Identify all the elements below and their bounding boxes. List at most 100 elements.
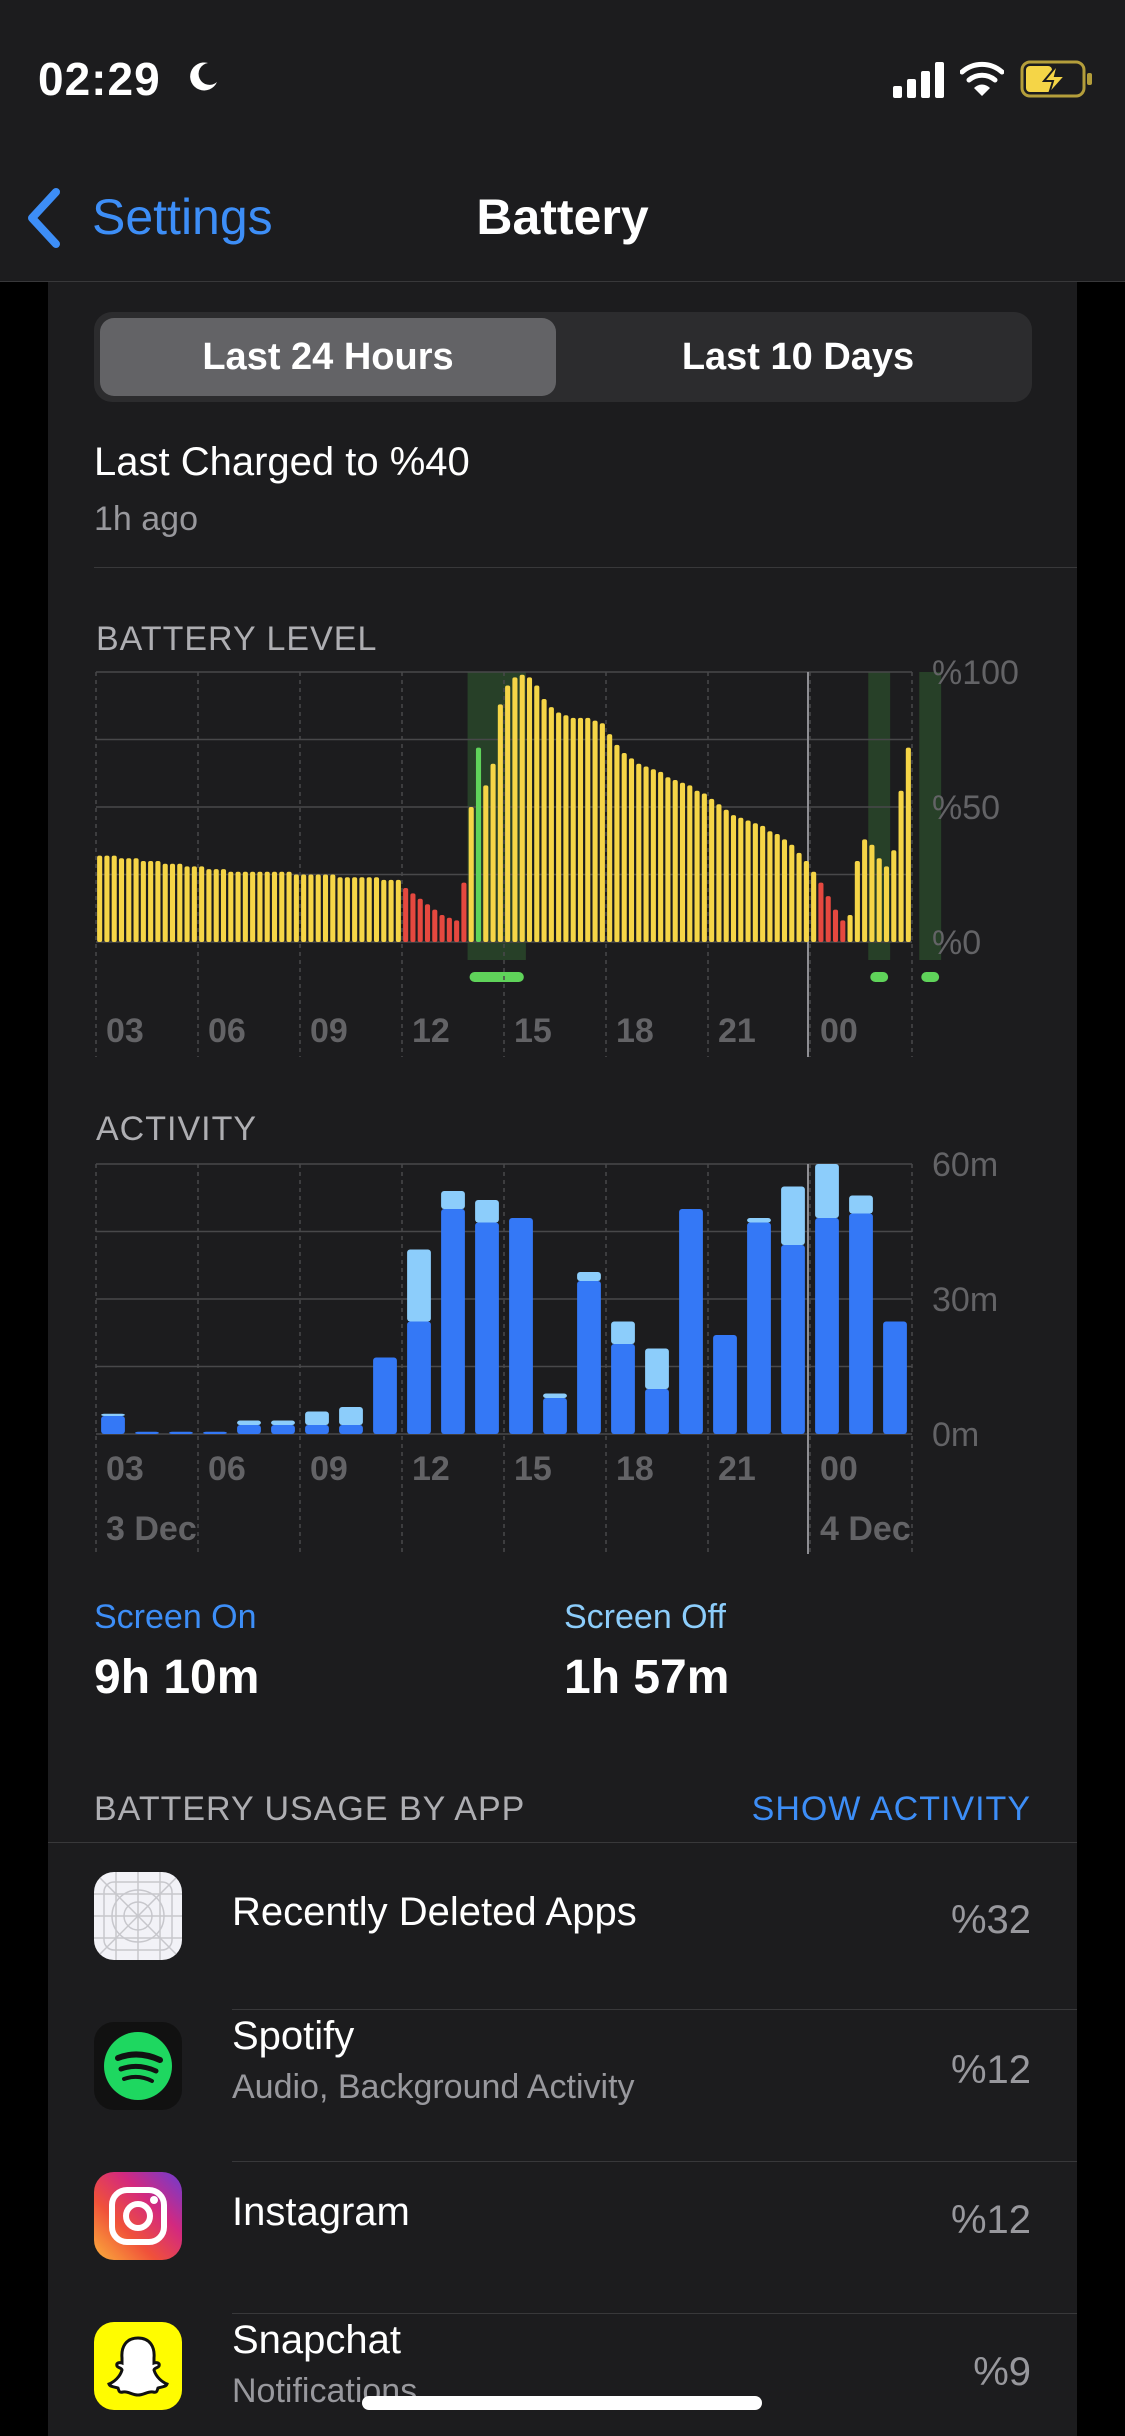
battery-level-bar [774, 834, 780, 942]
battery-y-tick-label: %0 [932, 924, 981, 962]
battery-level-bar [672, 780, 678, 942]
battery-level-bar [730, 815, 737, 942]
battery-level-bar [519, 674, 525, 942]
battery-x-tick-label: 15 [514, 1012, 552, 1050]
screen-on-bar [713, 1335, 737, 1434]
app-name: Spotify [232, 2014, 355, 2058]
last-charged-time: 1h ago [94, 500, 198, 538]
battery-level-bar [781, 839, 788, 942]
screen-on-bar [441, 1209, 465, 1434]
app-subtitle: Audio, Background Activity [232, 2068, 635, 2106]
battery-level-bar [228, 871, 234, 942]
app-row-recently-deleted[interactable]: Recently Deleted Apps %32 [48, 1868, 1077, 2018]
activity-x-tick-label: 03 [106, 1450, 144, 1488]
battery-level-bar [169, 863, 176, 942]
battery-level-bar [898, 790, 904, 942]
segment-last-24-hours[interactable]: Last 24 Hours [100, 318, 556, 396]
screen-off-bar [101, 1413, 125, 1416]
battery-level-bar [264, 871, 270, 942]
battery-level-bar [738, 817, 744, 942]
battery-level-bar [883, 866, 890, 942]
screen-on-bar [747, 1222, 771, 1434]
battery-level-bar [97, 855, 103, 942]
screen-off-bar [475, 1200, 499, 1223]
home-indicator[interactable] [362, 2396, 762, 2410]
battery-level-bar [541, 699, 547, 942]
activity-x-tick-label: 21 [718, 1450, 756, 1488]
battery-level-bar [803, 861, 809, 942]
battery-level-bar [723, 809, 729, 942]
screen-on-bar [271, 1425, 295, 1434]
screen-on-bar [237, 1425, 261, 1434]
segment-last-10-days[interactable]: Last 10 Days [681, 336, 915, 378]
wifi-icon [960, 61, 1004, 96]
back-chevron-icon[interactable] [24, 186, 64, 250]
battery-x-tick-label: 03 [106, 1012, 144, 1050]
battery-x-tick-label: 06 [208, 1012, 246, 1050]
battery-level-bar [556, 712, 562, 942]
charging-period-band [919, 672, 942, 960]
battery-level-bar [497, 704, 503, 942]
battery-level-bar [148, 861, 154, 942]
date-label: 4 Dec [820, 1510, 911, 1548]
battery-level-bar [191, 866, 197, 942]
navigation-bar: Settings Battery [0, 150, 1125, 282]
battery-x-tick-label: 21 [718, 1012, 756, 1050]
battery-level-bar [257, 871, 263, 942]
charging-indicator [870, 972, 889, 982]
battery-level-bar [585, 717, 591, 942]
battery-level-bar [650, 769, 656, 942]
status-time: 02:29 [38, 53, 161, 105]
battery-level-bar [709, 798, 715, 942]
battery-level-bar [483, 785, 489, 942]
do-not-disturb-moon-icon [190, 62, 217, 91]
screen-off-bar [577, 1272, 601, 1281]
battery-level-bar [388, 879, 394, 942]
battery-level-bar [271, 871, 278, 942]
battery-level-bar [658, 771, 664, 942]
app-row-snapchat[interactable]: Snapchat Notifications %9 [48, 2318, 1077, 2436]
battery-level-bar [301, 874, 307, 942]
battery-level-bar [905, 747, 911, 942]
back-button[interactable]: Settings [92, 189, 273, 245]
spotify-icon [94, 2022, 182, 2110]
battery-level-bar [694, 790, 700, 942]
battery-level-bar [403, 888, 409, 942]
battery-level-bar [876, 858, 882, 942]
screen-off-bar [339, 1407, 363, 1425]
app-name: Instagram [232, 2190, 410, 2234]
battery-level-bar [847, 915, 853, 942]
battery-level-bar [505, 685, 511, 942]
activity-label: ACTIVITY [96, 1110, 258, 1148]
activity-x-tick-label: 18 [616, 1450, 654, 1488]
battery-level-bar [592, 720, 598, 942]
screen-off-bar [543, 1393, 567, 1398]
battery-level-bar [206, 869, 212, 942]
app-row-spotify[interactable]: Spotify Audio, Background Activity %12 [48, 2014, 1077, 2168]
charts-area: %100 %50 %0 03 06 09 12 15 18 21 00 60m 30m 0m 03 06 09 1… [95, 654, 1019, 1554]
battery-level-bar [534, 685, 540, 942]
battery-level-bar [832, 909, 839, 942]
battery-level-bar [184, 866, 190, 942]
activity-x-tick-label: 06 [208, 1450, 246, 1488]
activity-x-tick-label: 09 [310, 1450, 348, 1488]
show-activity-button[interactable]: SHOW ACTIVITY [751, 1790, 1031, 1828]
battery-level-bar [854, 861, 860, 942]
status-bar: 02:29 [0, 0, 1125, 150]
screen-on-bar [169, 1431, 193, 1434]
screen-off-bar [305, 1411, 329, 1425]
battery-level-bar [381, 879, 387, 942]
battery-level-bar [490, 763, 496, 942]
battery-level-bar [322, 874, 329, 942]
screen-on-bar [883, 1321, 907, 1434]
battery-level-bar [716, 804, 722, 942]
page-title: Battery [476, 189, 649, 245]
date-label: 3 Dec [106, 1510, 197, 1548]
battery-level-bar [220, 869, 227, 942]
battery-y-tick-label: %50 [932, 789, 1000, 827]
battery-level-bar [665, 777, 671, 942]
battery-level-bar [811, 871, 817, 942]
activity-y-tick-label: 60m [932, 1146, 998, 1184]
app-row-instagram[interactable]: Instagram %12 [48, 2170, 1077, 2320]
battery-level-bar [359, 877, 365, 942]
